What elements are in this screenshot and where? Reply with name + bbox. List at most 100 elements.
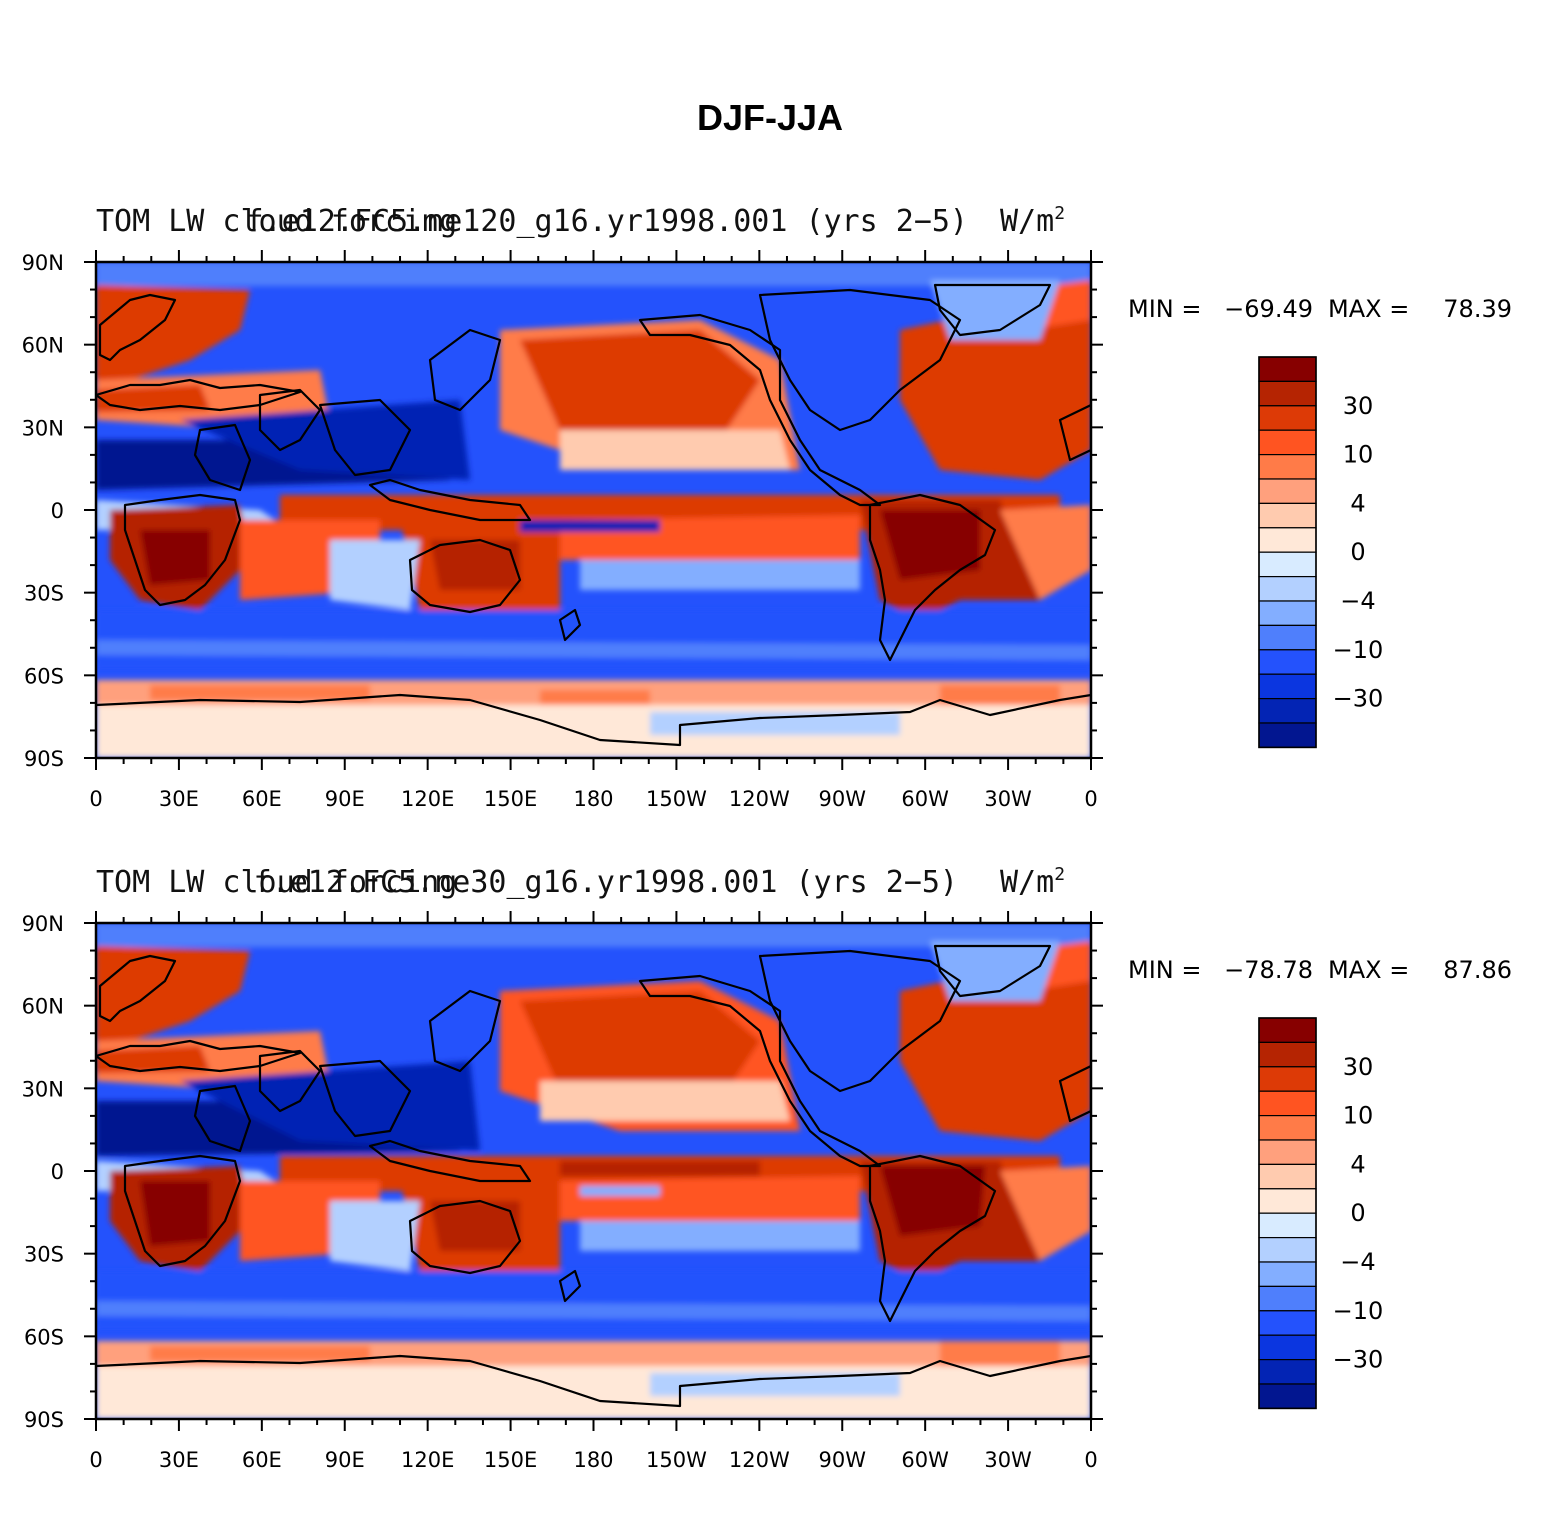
- colorbar-swatch: [1258, 1114, 1317, 1141]
- colorbar-swatch: [1258, 1261, 1317, 1287]
- y-tick-label: 60S: [24, 664, 64, 688]
- panel-1-coastlines: [96, 283, 1091, 747]
- x-tick-label: 150W: [646, 1448, 707, 1472]
- panel-1-case-name: f.e12.FC5.ne120_g16.yr1998.001 (yrs 2−5): [246, 204, 968, 239]
- panel-2-min-value: −78.78: [1224, 956, 1313, 984]
- colorbar-swatch: [1258, 551, 1317, 578]
- x-tick-label: 180: [573, 787, 613, 811]
- x-tick-label: 180: [573, 1448, 613, 1472]
- y-tick-label: 30S: [24, 582, 64, 606]
- panel-1: TOM LW cloud forcing f.e12.FC5.ne120_g16…: [22, 203, 1512, 811]
- panel-1-map: [96, 262, 1091, 758]
- colorbar-swatch: [1258, 649, 1317, 675]
- colorbar-swatch: [1258, 1285, 1317, 1312]
- x-tick-label: 30W: [984, 787, 1032, 811]
- panel-2-map: [96, 923, 1091, 1419]
- panel-2-min-label: MIN =: [1128, 956, 1201, 984]
- colorbar-swatch: [1258, 454, 1317, 480]
- colorbar-label: 0: [1350, 538, 1365, 566]
- colorbar-label: 10: [1343, 441, 1374, 469]
- colorbar-label: 10: [1343, 1102, 1374, 1130]
- colorbar-swatch: [1258, 1017, 1317, 1043]
- x-tick-label: 60E: [242, 1448, 282, 1472]
- colorbar-swatch: [1258, 478, 1317, 504]
- x-tick-label: 90W: [819, 1448, 867, 1472]
- colorbar-swatch: [1258, 624, 1317, 651]
- panel-2-units-base: W/m: [1000, 865, 1054, 900]
- colorbar-label: −30: [1333, 685, 1384, 713]
- panel-2-colorbar: 30 10 4 0 −4 −10 −30: [1258, 1017, 1384, 1410]
- y-tick-label: 60N: [22, 995, 64, 1019]
- x-tick-label: 120E: [401, 787, 454, 811]
- colorbar-swatch: [1258, 1236, 1317, 1263]
- colorbar-swatch: [1258, 673, 1317, 700]
- panel-2-units: W/m2: [1000, 864, 1065, 900]
- x-tick-label: 120W: [729, 787, 790, 811]
- panel-2-max-value: 87.86: [1443, 956, 1512, 984]
- y-tick-label: 30N: [22, 1077, 64, 1101]
- x-tick-label: 120W: [729, 1448, 790, 1472]
- x-tick-label: 120E: [401, 1448, 454, 1472]
- panel-2-max-label: MAX =: [1328, 956, 1409, 984]
- x-tick-label: 90W: [819, 787, 867, 811]
- panel-1-units: W/m2: [1000, 203, 1065, 239]
- colorbar-swatch: [1258, 1041, 1317, 1068]
- colorbar-label: 4: [1350, 489, 1365, 517]
- colorbar-swatch: [1258, 722, 1317, 748]
- x-tick-label: 30E: [159, 1448, 199, 1472]
- y-tick-label: 60N: [22, 334, 64, 358]
- colorbar-swatch: [1258, 1358, 1317, 1385]
- panel-1-units-base: W/m: [1000, 204, 1054, 239]
- colorbar-swatch: [1258, 1090, 1317, 1117]
- colorbar-label: −4: [1340, 587, 1375, 615]
- panel-1-field: [96, 262, 1091, 758]
- panel-1-left-title: TOM LW cloud forcing: [96, 204, 457, 239]
- panel-1-min-label: MIN =: [1128, 295, 1201, 323]
- x-tick-label: 150E: [484, 1448, 537, 1472]
- colorbar-label: 30: [1343, 1053, 1374, 1081]
- colorbar-label: −30: [1333, 1346, 1384, 1374]
- colorbar-swatch: [1258, 527, 1317, 553]
- colorbar-swatch: [1258, 600, 1317, 626]
- panel-1-min-value: −69.49: [1224, 295, 1313, 323]
- x-tick-label: 60W: [901, 1448, 949, 1472]
- y-tick-label: 0: [51, 1160, 64, 1184]
- panel-2-left-title: TOM LW cloud forcing: [96, 865, 457, 900]
- x-tick-label: 90E: [325, 787, 365, 811]
- x-tick-label: 30E: [159, 787, 199, 811]
- y-tick-label: 0: [51, 499, 64, 523]
- colorbar-swatch: [1258, 1066, 1317, 1092]
- x-tick-label: 90E: [325, 1448, 365, 1472]
- colorbar-label: −10: [1333, 1297, 1384, 1325]
- colorbar-swatch: [1258, 1310, 1317, 1336]
- colorbar-label: 4: [1350, 1150, 1365, 1178]
- panel-1-units-sup: 2: [1054, 203, 1065, 224]
- panel-2-x-ticks: 0 30E 60E 90E 120E 150E 180 150W 120W 90W 60W 30W 0: [89, 911, 1098, 1472]
- x-tick-label: 0: [89, 1448, 102, 1472]
- colorbar-label: −4: [1340, 1248, 1375, 1276]
- colorbar-swatch: [1258, 697, 1317, 724]
- y-tick-label: 30N: [22, 416, 64, 440]
- panel-2-coastlines: [96, 944, 1091, 1408]
- colorbar-swatch: [1258, 1334, 1317, 1361]
- panel-1-max-label: MAX =: [1328, 295, 1409, 323]
- colorbar-label: 0: [1350, 1199, 1365, 1227]
- colorbar-swatch: [1258, 502, 1317, 529]
- y-tick-label: 90N: [22, 251, 64, 275]
- panel-2-units-sup: 2: [1054, 864, 1065, 885]
- x-tick-label: 0: [89, 787, 102, 811]
- x-tick-label: 30W: [984, 1448, 1032, 1472]
- panel-2: TOM LW cloud forcing f.e12.FC5.ne30_g16.…: [22, 864, 1512, 1472]
- colorbar-swatch: [1258, 405, 1317, 431]
- colorbar-swatch: [1258, 575, 1317, 602]
- colorbar-swatch: [1258, 429, 1317, 456]
- panel-2-case-name: f.e12.FC5.ne30_g16.yr1998.001 (yrs 2−5): [254, 865, 958, 900]
- panel-1-y-ticks: 90N 60N 30N 0 30S 60S 90S: [22, 251, 1103, 771]
- panel-1-colorbar: 30 10 4 0 −4 −10 −30: [1258, 356, 1384, 749]
- figure-title: DJF-JJA: [697, 97, 843, 138]
- colorbar-swatch: [1258, 1139, 1317, 1165]
- x-tick-label: 150E: [484, 787, 537, 811]
- colorbar-swatch: [1258, 380, 1317, 407]
- panel-2-y-ticks: 90N 60N 30N 0 30S 60S 90S: [22, 912, 1103, 1432]
- x-tick-label: 60E: [242, 787, 282, 811]
